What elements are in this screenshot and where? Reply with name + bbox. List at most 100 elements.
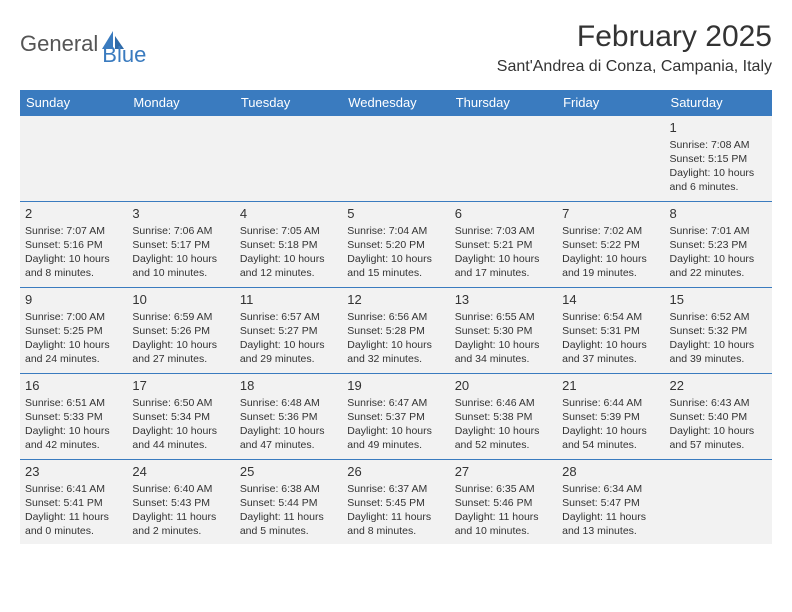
sunrise-text: Sunrise: 7:00 AM [25, 310, 122, 324]
sunset-text: Sunset: 5:20 PM [347, 238, 444, 252]
sunrise-text: Sunrise: 6:54 AM [562, 310, 659, 324]
day-number: 17 [132, 377, 229, 395]
sunset-text: Sunset: 5:36 PM [240, 410, 337, 424]
sunset-text: Sunset: 5:31 PM [562, 324, 659, 338]
day-cell: 1Sunrise: 7:08 AMSunset: 5:15 PMDaylight… [665, 116, 772, 202]
day-number: 22 [670, 377, 767, 395]
empty-cell [665, 460, 772, 545]
day-cell: 25Sunrise: 6:38 AMSunset: 5:44 PMDayligh… [235, 460, 342, 545]
day-number: 5 [347, 205, 444, 223]
day1-text: Daylight: 11 hours [562, 510, 659, 524]
sunrise-text: Sunrise: 7:07 AM [25, 224, 122, 238]
day1-text: Daylight: 10 hours [670, 424, 767, 438]
sunset-text: Sunset: 5:21 PM [455, 238, 552, 252]
day-cell: 12Sunrise: 6:56 AMSunset: 5:28 PMDayligh… [342, 288, 449, 374]
day-cell: 6Sunrise: 7:03 AMSunset: 5:21 PMDaylight… [450, 202, 557, 288]
empty-cell [450, 116, 557, 202]
sunset-text: Sunset: 5:39 PM [562, 410, 659, 424]
day-number: 25 [240, 463, 337, 481]
day-cell: 18Sunrise: 6:48 AMSunset: 5:36 PMDayligh… [235, 374, 342, 460]
day-number: 2 [25, 205, 122, 223]
sunrise-text: Sunrise: 6:34 AM [562, 482, 659, 496]
sunrise-text: Sunrise: 6:46 AM [455, 396, 552, 410]
sunset-text: Sunset: 5:22 PM [562, 238, 659, 252]
sunset-text: Sunset: 5:40 PM [670, 410, 767, 424]
day2-text: and 0 minutes. [25, 524, 122, 538]
sunrise-text: Sunrise: 6:57 AM [240, 310, 337, 324]
empty-cell [127, 116, 234, 202]
week-row: 16Sunrise: 6:51 AMSunset: 5:33 PM Dayligh… [20, 374, 772, 460]
sunset-text: Sunset: 5:33 PM [25, 410, 122, 424]
sunrise-text: Sunrise: 6:35 AM [455, 482, 552, 496]
day-number: 19 [347, 377, 444, 395]
sunset-text: Sunset: 5:26 PM [132, 324, 229, 338]
day2-text: and 52 minutes. [455, 438, 552, 452]
sunrise-text: Sunrise: 6:52 AM [670, 310, 767, 324]
dayhead-wednesday: Wednesday [342, 90, 449, 116]
day-number: 8 [670, 205, 767, 223]
week-row: 1Sunrise: 7:08 AMSunset: 5:15 PMDaylight… [20, 116, 772, 202]
sunrise-text: Sunrise: 6:48 AM [240, 396, 337, 410]
day1-text: Daylight: 11 hours [240, 510, 337, 524]
day1-text: Daylight: 10 hours [240, 424, 337, 438]
sunrise-text: Sunrise: 6:41 AM [25, 482, 122, 496]
sunrise-text: Sunrise: 7:03 AM [455, 224, 552, 238]
day-number: 23 [25, 463, 122, 481]
day2-text: and 12 minutes. [240, 266, 337, 280]
sunset-text: Sunset: 5:32 PM [670, 324, 767, 338]
day1-text: Daylight: 10 hours [562, 424, 659, 438]
day2-text: and 49 minutes. [347, 438, 444, 452]
dayhead-thursday: Thursday [450, 90, 557, 116]
day1-text: Daylight: 10 hours [670, 166, 767, 180]
sunset-text: Sunset: 5:17 PM [132, 238, 229, 252]
sunrise-text: Sunrise: 6:51 AM [25, 396, 122, 410]
day-cell: 27Sunrise: 6:35 AMSunset: 5:46 PMDayligh… [450, 460, 557, 545]
day-cell: 19Sunrise: 6:47 AMSunset: 5:37 PMDayligh… [342, 374, 449, 460]
day-cell: 7Sunrise: 7:02 AMSunset: 5:22 PMDaylight… [557, 202, 664, 288]
day-cell: 9Sunrise: 7:00 AMSunset: 5:25 PMDaylight… [20, 288, 127, 374]
day-number: 1 [670, 119, 767, 137]
day-number: 15 [670, 291, 767, 309]
empty-cell [235, 116, 342, 202]
sunrise-text: Sunrise: 6:44 AM [562, 396, 659, 410]
sunset-text: Sunset: 5:38 PM [455, 410, 552, 424]
sunset-text: Sunset: 5:15 PM [670, 152, 767, 166]
sunrise-text: Sunrise: 7:05 AM [240, 224, 337, 238]
day-number: 4 [240, 205, 337, 223]
day-number: 10 [132, 291, 229, 309]
sunset-text: Sunset: 5:23 PM [670, 238, 767, 252]
day-number: 9 [25, 291, 122, 309]
day1-text: Daylight: 10 hours [670, 252, 767, 266]
day-cell: 4Sunrise: 7:05 AMSunset: 5:18 PMDaylight… [235, 202, 342, 288]
day-number: 11 [240, 291, 337, 309]
sunset-text: Sunset: 5:46 PM [455, 496, 552, 510]
day2-text: and 6 minutes. [670, 180, 767, 194]
sunset-text: Sunset: 5:34 PM [132, 410, 229, 424]
day-number: 13 [455, 291, 552, 309]
day2-text: and 39 minutes. [670, 352, 767, 366]
day2-text: and 8 minutes. [347, 524, 444, 538]
empty-cell [342, 116, 449, 202]
day1-text: Daylight: 10 hours [347, 252, 444, 266]
day-cell: 5Sunrise: 7:04 AMSunset: 5:20 PMDaylight… [342, 202, 449, 288]
day-number: 27 [455, 463, 552, 481]
sunrise-text: Sunrise: 6:43 AM [670, 396, 767, 410]
day1-text: Daylight: 10 hours [240, 338, 337, 352]
day2-text: and 32 minutes. [347, 352, 444, 366]
day-number: 28 [562, 463, 659, 481]
week-row: 23Sunrise: 6:41 AMSunset: 5:41 PMDayligh… [20, 460, 772, 545]
dayhead-sunday: Sunday [20, 90, 127, 116]
day2-text: and 27 minutes. [132, 352, 229, 366]
day2-text: and 29 minutes. [240, 352, 337, 366]
sunrise-text: Sunrise: 6:55 AM [455, 310, 552, 324]
day-number: 16 [25, 377, 122, 395]
sunrise-text: Sunrise: 7:08 AM [670, 138, 767, 152]
day1-text: Daylight: 11 hours [132, 510, 229, 524]
day-number: 12 [347, 291, 444, 309]
day1-text: Daylight: 10 hours [562, 252, 659, 266]
day-cell: 24Sunrise: 6:40 AMSunset: 5:43 PMDayligh… [127, 460, 234, 545]
day1-text: Daylight: 10 hours [455, 424, 552, 438]
day2-text: and 47 minutes. [240, 438, 337, 452]
day-number: 24 [132, 463, 229, 481]
day2-text: and 8 minutes. [25, 266, 122, 280]
